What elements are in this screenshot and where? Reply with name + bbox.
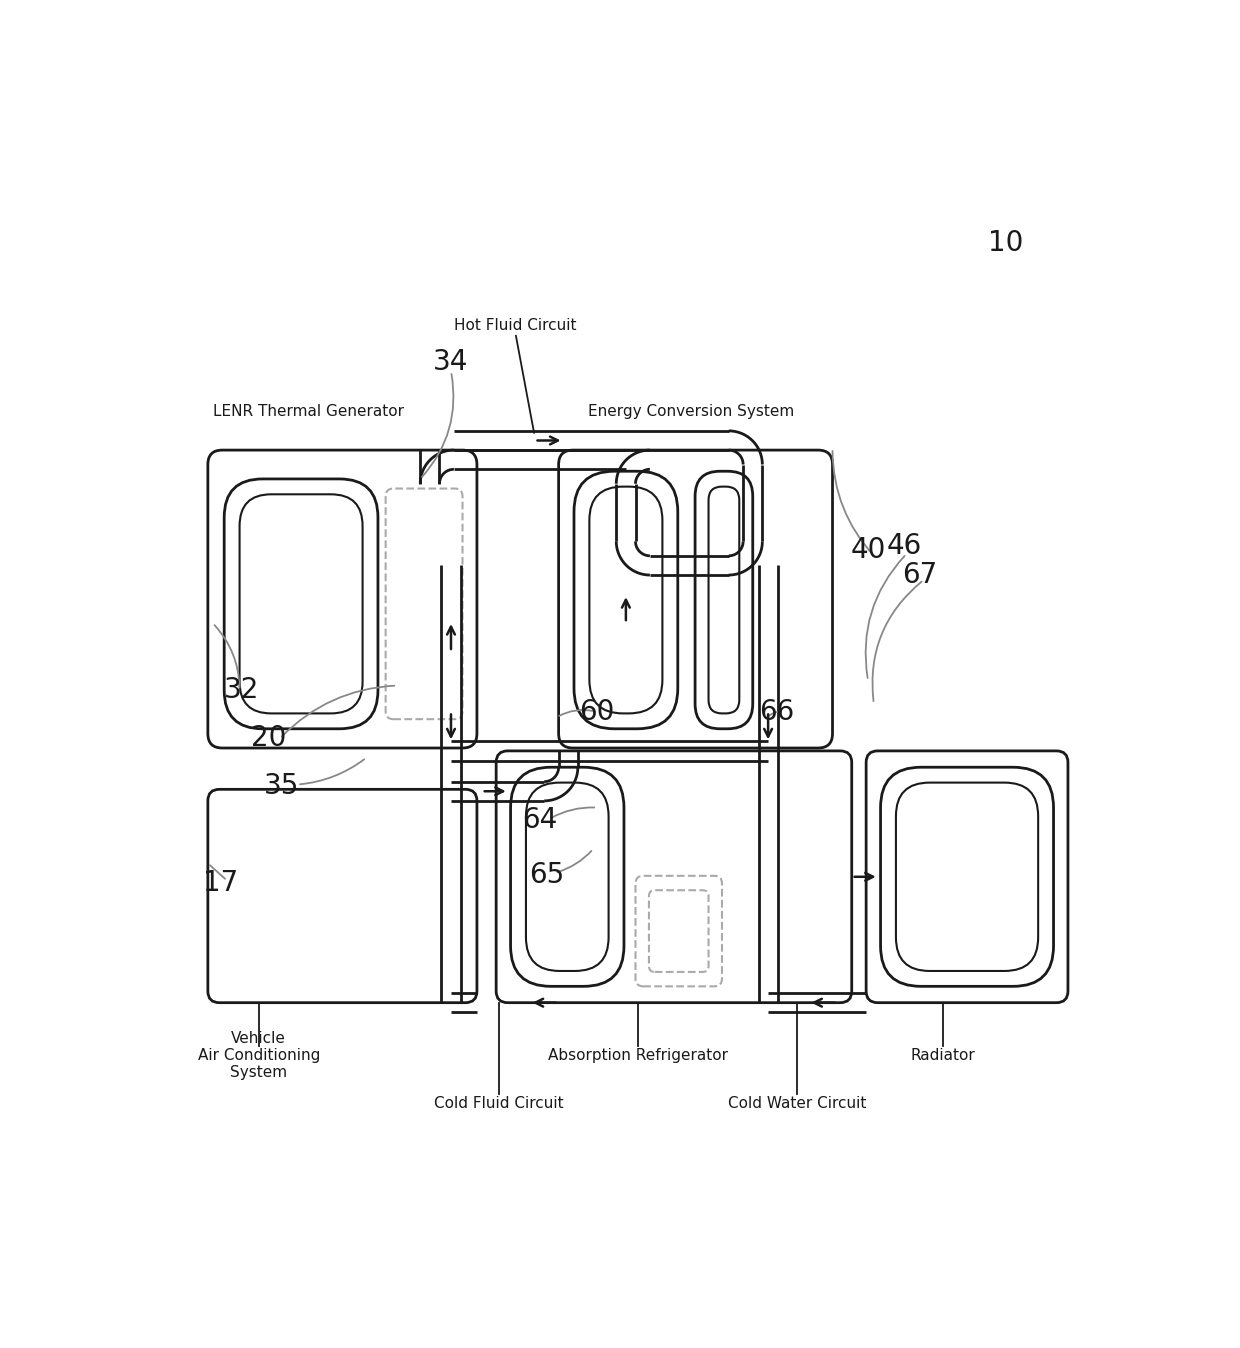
Text: 66: 66 <box>759 698 795 727</box>
Text: 32: 32 <box>223 677 259 705</box>
Text: Hot Fluid Circuit: Hot Fluid Circuit <box>454 318 577 333</box>
Text: 60: 60 <box>579 698 615 727</box>
FancyBboxPatch shape <box>574 472 678 729</box>
Text: Radiator: Radiator <box>910 1047 976 1064</box>
FancyBboxPatch shape <box>496 751 852 1003</box>
Text: 10: 10 <box>988 229 1023 257</box>
FancyBboxPatch shape <box>511 767 624 987</box>
FancyBboxPatch shape <box>208 450 477 748</box>
Text: 65: 65 <box>529 861 564 888</box>
Text: 40: 40 <box>851 537 885 563</box>
FancyBboxPatch shape <box>880 767 1054 987</box>
Text: Absorption Refrigerator: Absorption Refrigerator <box>548 1047 728 1064</box>
Text: 64: 64 <box>522 806 557 834</box>
Text: Cold Fluid Circuit: Cold Fluid Circuit <box>434 1096 564 1111</box>
FancyBboxPatch shape <box>208 790 477 1003</box>
Text: 35: 35 <box>264 772 300 801</box>
FancyBboxPatch shape <box>866 751 1068 1003</box>
FancyBboxPatch shape <box>696 472 753 729</box>
FancyBboxPatch shape <box>239 495 362 713</box>
FancyBboxPatch shape <box>224 479 378 729</box>
Text: Cold Water Circuit: Cold Water Circuit <box>728 1096 866 1111</box>
Text: 46: 46 <box>887 532 923 561</box>
FancyBboxPatch shape <box>708 487 739 713</box>
FancyBboxPatch shape <box>897 783 1038 971</box>
Text: 20: 20 <box>250 724 286 752</box>
Text: 17: 17 <box>202 868 238 896</box>
Text: Vehicle
Air Conditioning
System: Vehicle Air Conditioning System <box>197 1031 320 1081</box>
FancyBboxPatch shape <box>558 450 832 748</box>
Text: Energy Conversion System: Energy Conversion System <box>588 404 795 419</box>
FancyBboxPatch shape <box>526 783 609 971</box>
Text: LENR Thermal Generator: LENR Thermal Generator <box>213 404 404 419</box>
Text: 34: 34 <box>433 348 469 376</box>
Text: 67: 67 <box>903 561 937 589</box>
FancyBboxPatch shape <box>589 487 662 713</box>
